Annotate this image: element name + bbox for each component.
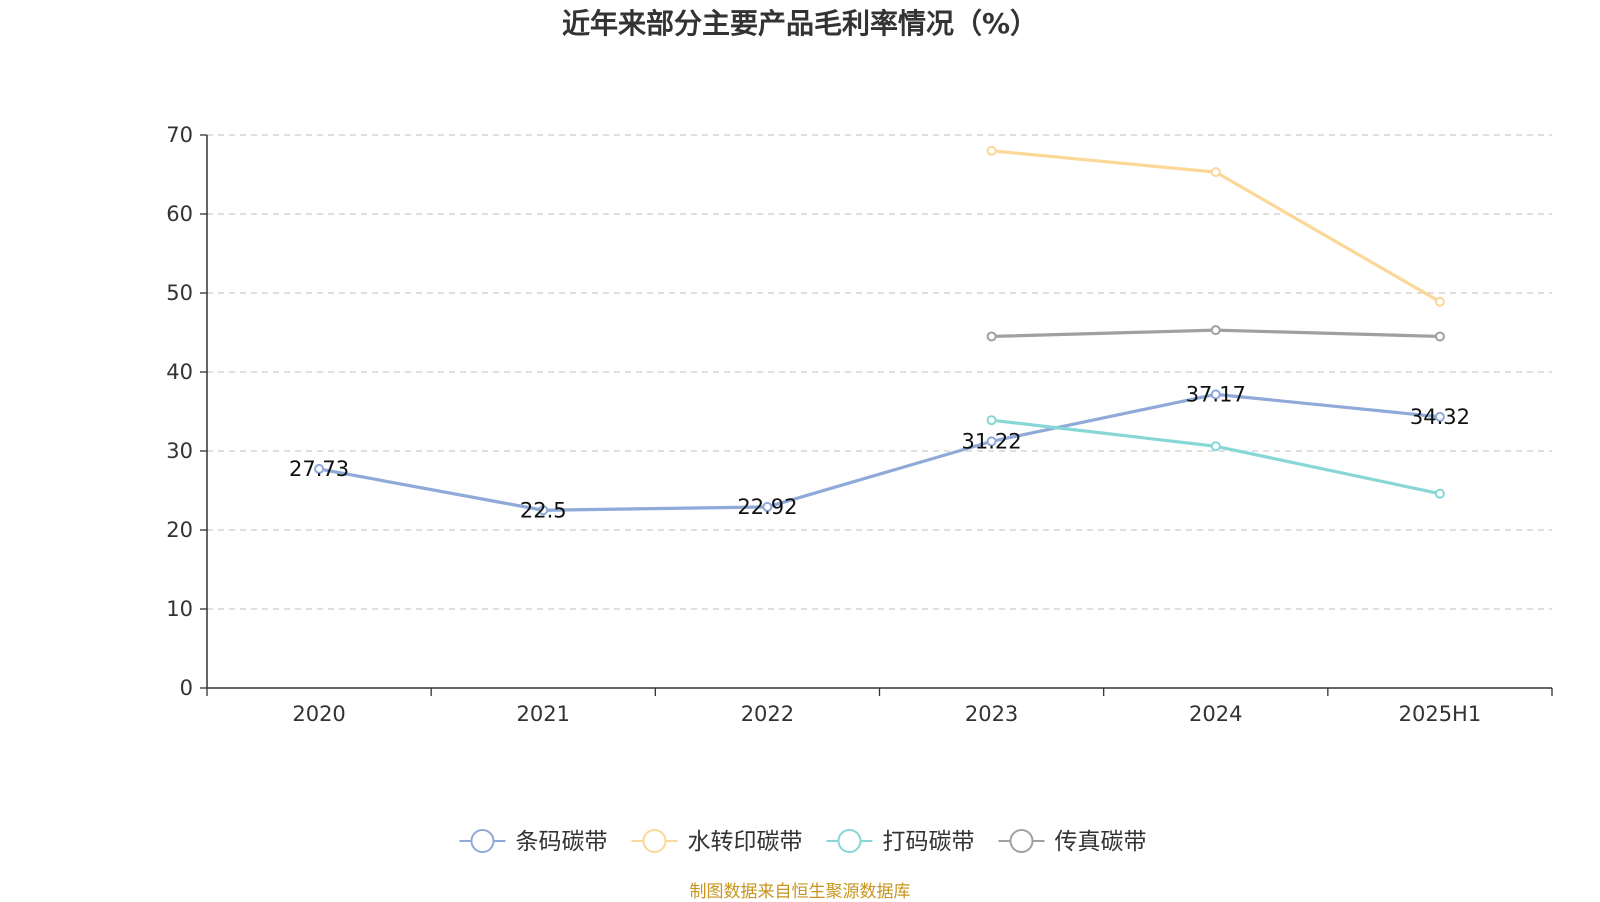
x-tick-label: 2022	[741, 702, 794, 726]
data-point[interactable]	[538, 505, 549, 516]
y-tick-label: 40	[166, 360, 193, 384]
legend-item-3[interactable]: 传真碳带	[998, 829, 1147, 855]
data-point[interactable]	[762, 501, 773, 512]
data-label: 22.5	[520, 498, 567, 522]
legend-marker	[1009, 829, 1034, 853]
x-tick-label: 2024	[1189, 702, 1242, 726]
legend-label: 水转印碳带	[688, 829, 803, 855]
y-tick-label: 0	[180, 676, 193, 700]
data-point[interactable]	[986, 145, 997, 156]
legend-marker	[837, 829, 862, 853]
x-tick-label: 2021	[517, 702, 570, 726]
series-layer	[314, 145, 1445, 516]
legend-item-1[interactable]: 水转印碳带	[631, 829, 803, 855]
y-tick-label: 10	[166, 597, 193, 621]
legend-item-2[interactable]: 打码碳带	[826, 829, 975, 855]
data-point[interactable]	[1434, 488, 1445, 499]
y-tick-label: 60	[166, 202, 193, 226]
data-label: 22.92	[737, 495, 797, 519]
y-tick-label: 70	[166, 123, 193, 147]
y-tick-label: 30	[166, 439, 193, 463]
data-point[interactable]	[1434, 296, 1445, 307]
legend-label: 打码碳带	[883, 829, 975, 855]
data-point[interactable]	[1210, 167, 1221, 178]
data-label: 31.22	[962, 429, 1022, 453]
series-line-0	[318, 392, 1441, 512]
y-tick-label: 20	[166, 518, 193, 542]
data-label: 37.17	[1186, 382, 1246, 406]
data-point[interactable]	[986, 415, 997, 426]
grid-layer	[207, 134, 1552, 610]
legend-marker	[642, 829, 667, 853]
chart-title: 近年来部分主要产品毛利率情况（%）	[561, 7, 1039, 40]
data-point[interactable]	[1210, 325, 1221, 336]
data-point[interactable]	[1434, 411, 1445, 422]
data-label: 27.73	[289, 457, 349, 481]
legend-marker	[470, 829, 495, 853]
data-point[interactable]	[986, 436, 997, 447]
legend-item-0[interactable]: 条码碳带	[459, 829, 608, 855]
data-point[interactable]	[986, 331, 997, 342]
data-point[interactable]	[314, 463, 325, 474]
x-tick-label: 2025H1	[1399, 702, 1482, 726]
label-layer: 27.73 22.5 22.92 31.22 37.17 34.32	[289, 382, 1470, 522]
x-tick-label: 2023	[965, 702, 1018, 726]
data-point[interactable]	[1434, 331, 1445, 342]
legend-label: 条码碳带	[516, 829, 608, 855]
source-note: 制图数据来自恒生聚源数据库	[689, 882, 911, 902]
legend-label: 传真碳带	[1055, 829, 1147, 855]
data-label: 34.32	[1410, 405, 1470, 429]
series-line-2	[991, 418, 1441, 496]
data-point[interactable]	[1210, 389, 1221, 400]
y-tick-label: 50	[166, 281, 193, 305]
data-point[interactable]	[1210, 441, 1221, 452]
x-tick-label: 2020	[292, 702, 345, 726]
axis-layer: 0 10 20 30 40 50 60 70 2020 2021 2022 2023 2024 2025H…	[166, 123, 1553, 726]
legend[interactable]: 条码碳带 水转印碳带 打码碳带 传真碳带	[459, 829, 1147, 855]
